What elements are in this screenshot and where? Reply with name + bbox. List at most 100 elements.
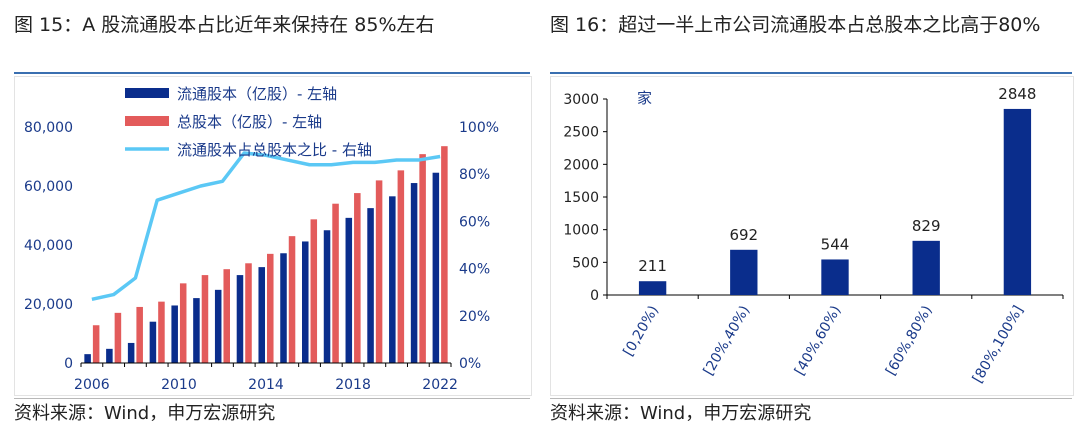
y-tick-label: 1500 xyxy=(563,190,599,206)
right-y-tick-label: 100% xyxy=(459,120,499,136)
total-bar-2020 xyxy=(397,170,405,363)
left-y-axis-ticks: 0 20,000 40,000 60,000 80,000 xyxy=(24,120,73,372)
total-bar-2008 xyxy=(136,306,143,363)
distribution-bar-2 xyxy=(821,259,849,295)
legend-swatch-float xyxy=(125,88,169,98)
float-bar-2016 xyxy=(302,241,309,363)
total-bar-2022 xyxy=(441,146,448,363)
right-figure-title: 图 16：超过一半上市公司流通股本占总股本之比高于80% xyxy=(550,14,1041,36)
right-y-tick-label: 80% xyxy=(459,167,490,183)
total-bar-2007 xyxy=(114,312,122,363)
y-tick-label: 500 xyxy=(572,255,599,271)
total-bar-2018 xyxy=(354,193,361,363)
float-bar-2022 xyxy=(432,172,440,363)
left-chart-area: 0 20,000 40,000 60,000 80,000 0% 20% 40% 60% 80%… xyxy=(14,76,532,396)
distribution-bar-3 xyxy=(912,240,940,295)
distribution-bar-0 xyxy=(638,281,667,295)
float-bar-2014 xyxy=(258,267,265,363)
right-y-tick-label: 40% xyxy=(459,262,490,278)
left-chart-svg: 0 20,000 40,000 60,000 80,000 0% 20% 40% 60% 80%… xyxy=(24,85,499,393)
x-tick-label-2018: 2018 xyxy=(335,377,371,393)
total-bar-2017 xyxy=(332,203,339,363)
left-y-tick-label: 20,000 xyxy=(24,297,73,313)
ratio-line xyxy=(91,151,441,301)
right-y-tick-label: 20% xyxy=(459,309,490,325)
float-bars-group xyxy=(84,172,440,363)
x-tick-label-2014: 2014 xyxy=(248,377,284,393)
right-source-note: 资料来源：Wind，申万宏源研究 xyxy=(550,403,812,424)
left-figure-title: 图 15：A 股流通股本占比近年来保持在 85%左右 xyxy=(14,14,435,36)
distribution-data-label-4: 2848 xyxy=(998,85,1036,103)
y-tick-label: 2500 xyxy=(563,125,599,141)
left-y-tick-label: 40,000 xyxy=(24,238,73,254)
distribution-category-label-0: [0,20%) xyxy=(621,303,663,359)
right-chart-y-ticks: 0 500 1000 1500 2000 2500 3000 xyxy=(563,92,607,304)
float-bar-2021 xyxy=(410,183,418,363)
x-axis-ticks: 2006 2010 2014 2018 2022 xyxy=(74,377,458,393)
right-source-rule xyxy=(550,398,1072,399)
total-bar-2014 xyxy=(267,253,274,363)
float-bar-2011 xyxy=(193,298,200,363)
float-bar-2020 xyxy=(389,196,396,363)
left-y-tick-label: 80,000 xyxy=(24,120,73,136)
right-y-tick-label: 60% xyxy=(459,214,490,230)
total-bar-2012 xyxy=(223,269,230,363)
distribution-data-label-2: 544 xyxy=(821,235,850,253)
total-bar-2009 xyxy=(158,301,165,363)
total-bar-2013 xyxy=(245,263,252,363)
total-bar-2011 xyxy=(201,275,209,363)
float-bar-2019 xyxy=(367,208,374,363)
distribution-data-label-1: 692 xyxy=(729,226,758,244)
float-bar-2013 xyxy=(236,275,244,363)
right-figure-panel: 图 16：超过一半上市公司流通股本占总股本之比高于80% 0 500 1000 150… xyxy=(546,0,1080,438)
total-bar-2010 xyxy=(179,283,187,363)
total-bar-2021 xyxy=(419,154,426,363)
y-tick-label: 1000 xyxy=(563,223,599,239)
left-source-note: 资料来源：Wind，申万宏源研究 xyxy=(14,403,276,424)
distribution-data-label-3: 829 xyxy=(912,217,941,235)
right-chart-svg: 0 500 1000 1500 2000 2500 3000 211 692 544 829 284… xyxy=(563,85,1064,386)
left-source-rule xyxy=(14,398,530,399)
distribution-bar-4 xyxy=(1003,108,1032,295)
float-bar-2007 xyxy=(106,348,113,363)
x-tick-label-2010: 2010 xyxy=(161,377,197,393)
float-bar-2018 xyxy=(345,217,353,363)
y-tick-label: 3000 xyxy=(563,92,599,108)
total-bar-2006 xyxy=(92,325,100,363)
left-figure-panel: 图 15：A 股流通股本占比近年来保持在 85%左右 0 20,000 40,000… xyxy=(0,0,532,438)
x-tick-label-2006: 2006 xyxy=(74,377,110,393)
distribution-category-label-2: [40%,60%) xyxy=(792,303,845,378)
legend-label-1: 总股本（亿股）- 左轴 xyxy=(177,113,322,131)
right-title-rule xyxy=(550,72,1072,74)
right-y-tick-label: 0% xyxy=(459,356,481,372)
legend-label-0: 流通股本（亿股）- 左轴 xyxy=(177,85,337,103)
left-chart-axes xyxy=(80,362,452,367)
distribution-data-labels: 211 692 544 829 2848 xyxy=(638,85,1036,275)
distribution-category-label-3: [60%,80%) xyxy=(883,303,936,378)
ratio-line-group xyxy=(91,151,441,301)
total-bars-group xyxy=(92,146,448,363)
total-bar-2019 xyxy=(375,180,383,363)
legend-swatch-total xyxy=(125,116,169,126)
y-tick-label: 2000 xyxy=(563,157,599,173)
float-bar-2012 xyxy=(214,289,222,363)
float-bar-2009 xyxy=(149,321,157,363)
distribution-category-label-4: [80%,100%] xyxy=(970,303,1027,386)
distribution-category-labels: [0,20%) [20%,40%) [40%,60%) [60%,80%) [80%,1… xyxy=(621,303,1027,386)
float-bar-2006 xyxy=(84,354,91,363)
float-bar-2015 xyxy=(280,253,287,363)
right-y-axis-ticks: 0% 20% 40% 60% 80% 100% xyxy=(459,120,499,372)
float-bar-2008 xyxy=(127,342,135,363)
float-bar-2010 xyxy=(171,305,178,363)
left-title-rule xyxy=(14,72,530,74)
float-bar-2017 xyxy=(323,230,331,363)
right-chart-area: 0 500 1000 1500 2000 2500 3000 211 692 544 829 284… xyxy=(550,76,1074,396)
distribution-bars-group xyxy=(638,108,1032,295)
x-tick-label-2022: 2022 xyxy=(422,377,458,393)
distribution-data-label-0: 211 xyxy=(638,257,667,275)
distribution-category-label-1: [20%,40%) xyxy=(701,303,754,378)
left-y-tick-label: 0 xyxy=(64,356,73,372)
left-y-tick-label: 60,000 xyxy=(24,179,73,195)
right-chart-y-unit-label: 家 xyxy=(637,89,652,107)
